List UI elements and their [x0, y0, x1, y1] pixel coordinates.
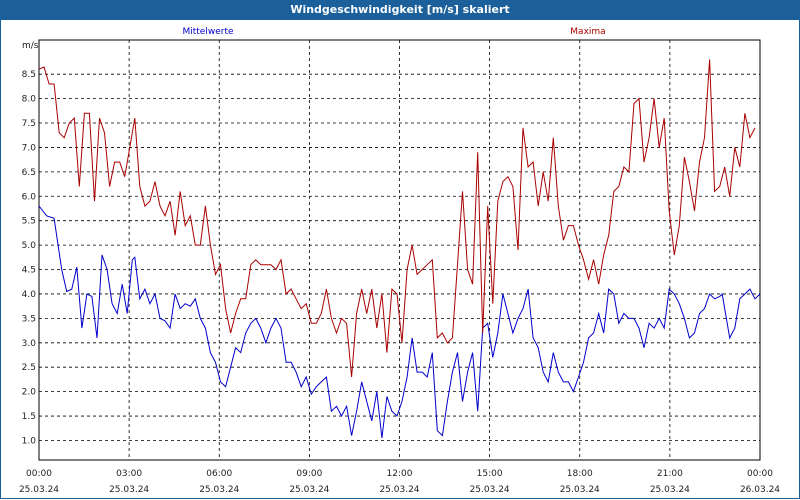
- x-tick-time: 12:00: [387, 469, 413, 479]
- x-tick-time: 18:00: [567, 469, 593, 479]
- y-tick-label: 2.0: [22, 388, 37, 398]
- y-tick-label: 4.5: [22, 266, 36, 276]
- series-line-maxima: [38, 59, 756, 378]
- x-tick-date: 25.03.24: [289, 485, 329, 495]
- x-tick-date: 25.03.24: [109, 485, 149, 495]
- x-tick-time: 15:00: [477, 469, 503, 479]
- y-tick-label: 3.0: [22, 339, 37, 349]
- y-tick-label: 2.5: [22, 363, 36, 373]
- series-line-mittelwerte: [38, 205, 761, 439]
- y-tick-label: 6.5: [22, 168, 36, 178]
- x-tick-time: 03:00: [116, 469, 142, 479]
- y-tick-label: 7.5: [22, 119, 36, 129]
- y-axis-label: m/s: [22, 41, 39, 51]
- x-tick-date: 25.03.24: [470, 485, 510, 495]
- x-tick-time: 00:00: [747, 469, 773, 479]
- x-tick-time: 06:00: [206, 469, 232, 479]
- chart-title: Windgeschwindigkeit [m/s] skaliert: [0, 0, 800, 20]
- y-tick-label: 1.0: [22, 436, 37, 446]
- y-tick-label: 8.0: [22, 95, 37, 105]
- y-tick-label: 7.0: [22, 143, 37, 153]
- x-tick-time: 00:00: [26, 469, 52, 479]
- x-tick-date: 25.03.24: [199, 485, 239, 495]
- y-tick-label: 5.5: [22, 217, 36, 227]
- x-tick-labels: 00:00 25.03.24 03:00 25.03.24 06:00 25.03.24 0…: [19, 469, 780, 495]
- series-lines: [38, 59, 761, 439]
- legend-maxima: Maxima: [570, 27, 605, 37]
- x-tick-date: 25.03.24: [560, 485, 600, 495]
- y-tick-labels: 1.0 1.5 2.0 2.5 3.0 3.5 4.0 4.5 5.0 5.5 6.0 6.5 7.0 7…: [22, 70, 37, 446]
- y-tick-label: 1.5: [22, 412, 36, 422]
- x-tick-date: 25.03.24: [19, 485, 59, 495]
- x-tick-time: 21:00: [657, 469, 683, 479]
- legend-mittelwerte: Mittelwerte: [182, 27, 233, 37]
- x-tick-date: 25.03.24: [650, 485, 690, 495]
- y-tick-label: 4.0: [22, 290, 37, 300]
- grid-lines: [38, 39, 761, 461]
- y-tick-label: 6.0: [22, 192, 37, 202]
- y-tick-label: 5.0: [22, 241, 37, 251]
- x-tick-date: 26.03.24: [740, 485, 780, 495]
- x-tick-time: 09:00: [296, 469, 322, 479]
- x-tick-date: 25.03.24: [379, 485, 419, 495]
- y-tick-label: 3.5: [22, 314, 36, 324]
- y-tick-label: 8.5: [22, 70, 36, 80]
